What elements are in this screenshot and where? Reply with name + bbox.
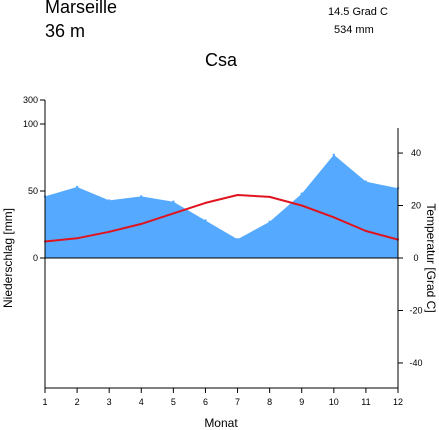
precipitation-point: [332, 153, 336, 156]
station-name: Marseille: [45, 0, 118, 17]
x-tick-label: 12: [393, 397, 403, 407]
x-axis-label: Monat: [204, 416, 238, 430]
x-tick-label: 2: [75, 397, 80, 407]
climate-classification: Csa: [205, 50, 238, 70]
precipitation-point: [268, 220, 271, 223]
temperature-point: [268, 195, 271, 198]
left-tick-label: 100: [23, 119, 38, 129]
precipitation-point: [107, 199, 111, 202]
precipitation-area-layer: [43, 153, 400, 258]
precipitation-point: [140, 195, 143, 198]
x-tick-label: 11: [361, 397, 370, 407]
precipitation-point: [204, 219, 207, 222]
left-tick-label: 0: [33, 253, 38, 263]
x-tick-label: 6: [203, 397, 208, 407]
left-tick-label: 300: [23, 95, 38, 105]
x-tick-label: 8: [267, 397, 272, 407]
precipitation-point: [236, 238, 239, 241]
temperature-point: [236, 194, 239, 196]
station-elevation: 36 m: [45, 21, 86, 41]
precipitation-area: [45, 154, 398, 258]
right-tick-label: 40: [411, 148, 421, 158]
left-y-axis-label: Niederschlag [mm]: [1, 208, 15, 308]
x-tick-label: 9: [299, 397, 304, 407]
right-tick-label: 20: [411, 201, 421, 211]
temperature-point: [204, 201, 207, 204]
precipitation-point: [300, 192, 303, 195]
right-tick-label: -20: [409, 305, 422, 315]
temperature-line: [44, 194, 399, 243]
x-tick-label: 3: [107, 397, 112, 407]
temperature-point: [108, 230, 111, 233]
temperature-point: [364, 230, 367, 232]
x-tick-label: 5: [171, 397, 176, 407]
right-tick-label: 0: [413, 253, 418, 263]
annual-precipitation: 534 mm: [334, 24, 374, 36]
left-tick-label: 50: [28, 186, 38, 196]
mean-temperature: 14.5 Grad C: [328, 6, 388, 18]
x-tick-label: 7: [235, 397, 240, 407]
precipitation-point: [172, 200, 175, 203]
right-y-axis-label: Temperatur [Grad C]: [424, 203, 438, 312]
x-tick-label: 4: [139, 397, 144, 407]
precipitation-point: [75, 185, 79, 189]
right-tick-label: -40: [409, 358, 422, 368]
temperature-point: [140, 222, 143, 225]
temperature-point: [300, 204, 303, 207]
x-tick-label: 10: [329, 397, 339, 407]
temperature-point: [332, 216, 335, 219]
precipitation-point: [364, 180, 368, 183]
x-tick-label: 1: [42, 397, 47, 407]
axis-labels-layer: Monat Niederschlag [mm] Temperatur [Grad…: [1, 203, 438, 430]
temperature-point: [172, 212, 175, 215]
temperature-point: [76, 237, 79, 240]
